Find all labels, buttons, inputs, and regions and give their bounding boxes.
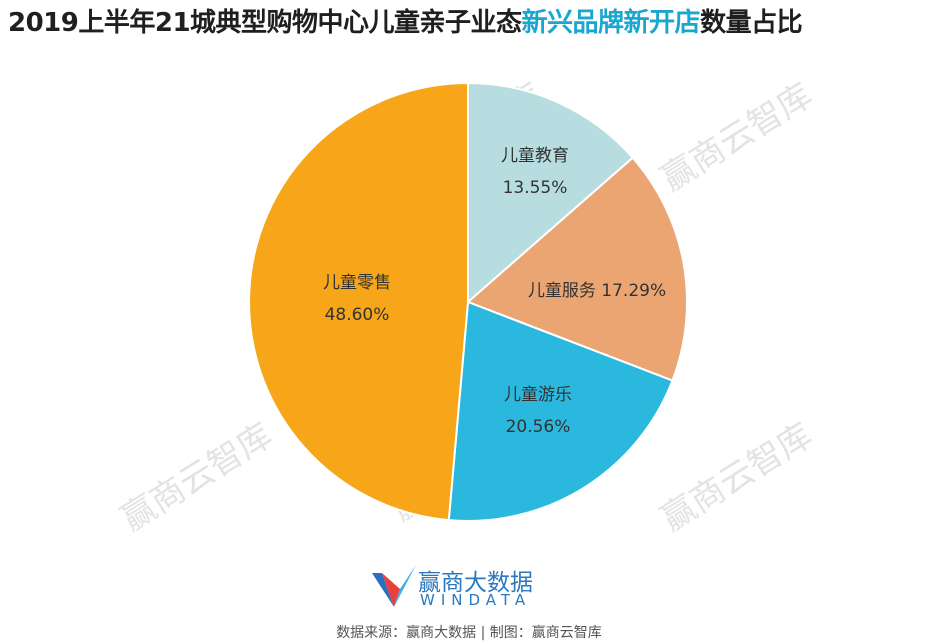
pie-slice [248,81,469,522]
slice-value-label: 20.56% [506,417,571,437]
title-highlight: 新兴品牌新开店 [521,8,701,38]
pie-slice [466,156,688,382]
slice-value-label: 13.55% [503,178,568,198]
slice-label: 儿童教育 [501,146,569,166]
windata-logo: 赢商大数据 WINDATA [370,561,570,613]
title-suffix: 数量占比 [700,8,803,38]
slice-label: 儿童游乐 [504,385,572,405]
pie-slice [447,300,674,522]
slice-value-label: 48.60% [325,305,390,325]
pie-slice [467,81,635,305]
windata-logo-icon [372,565,416,607]
title-prefix: 2019上半年21城典型购物中心儿童亲子业态 [8,8,522,38]
source-note: 数据来源：赢商大数据 | 制图：赢商云智库 [336,625,602,641]
logo-name: 赢商大数据 [418,570,533,596]
slice-label: 儿童零售 [323,273,391,293]
chart-title: 2019上半年21城典型购物中心儿童亲子业态新兴品牌新开店数量占比 [8,2,933,39]
slice-label: 儿童服务 17.29% [528,281,666,301]
logo-english: WINDATA [420,591,532,609]
